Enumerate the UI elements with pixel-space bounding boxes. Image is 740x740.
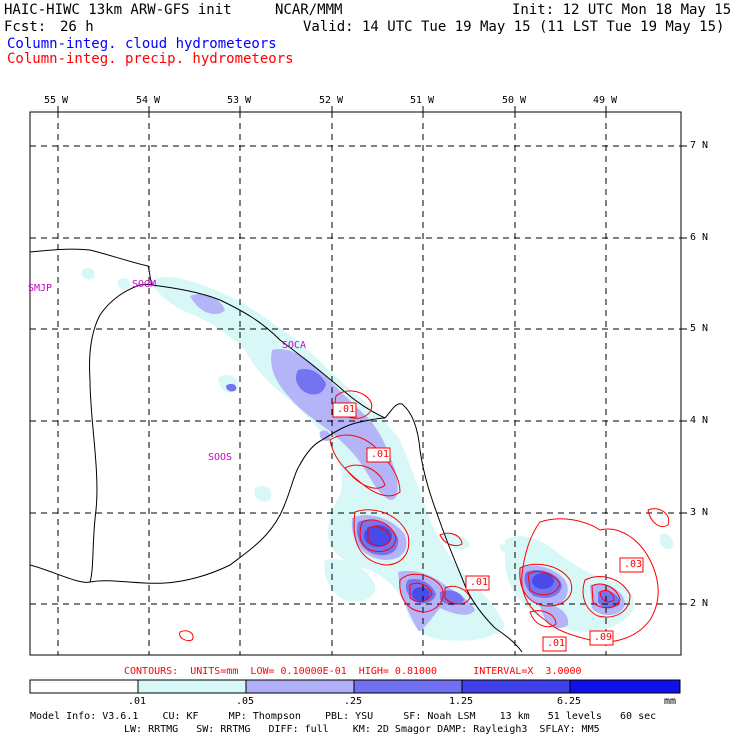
lon-label-51w: 51 W — [410, 95, 435, 106]
init-time: Init: 12 UTC Mon 18 May 15 — [512, 2, 732, 18]
field-precip-legend: Column-integ. precip. hydrometeors — [7, 51, 294, 67]
contour-label: .01 — [470, 577, 489, 588]
contour-label: .09 — [594, 632, 613, 643]
contour-label-boxes — [332, 402, 644, 652]
map-frame — [29, 111, 682, 656]
contour-label: .01 — [547, 638, 566, 649]
colorbar-swatch — [353, 679, 463, 694]
frame-ticks — [57, 106, 687, 605]
lat-lon-grid — [30, 112, 681, 655]
lat-label-7n: 7 N — [690, 140, 709, 151]
lon-label-53w: 53 W — [227, 95, 252, 106]
colorbar-swatch — [29, 679, 139, 694]
station-soca: SOCA — [282, 340, 307, 351]
lat-label-2n: 2 N — [690, 598, 709, 609]
colorbar-swatch — [245, 679, 355, 694]
model-title: HAIC-HIWC 13km ARW-GFS init — [4, 2, 232, 18]
colorbar-tick: 6.25 — [557, 696, 582, 707]
lat-label-5n: 5 N — [690, 323, 709, 334]
precip-contours — [179, 390, 670, 643]
colorbar-unit: mm — [664, 696, 677, 707]
contour-label: .01 — [371, 449, 390, 460]
colorbar-swatch — [569, 679, 681, 694]
colorbar-swatch — [137, 679, 247, 694]
colorbar-tick: .05 — [236, 696, 255, 707]
lat-label-4n: 4 N — [690, 415, 709, 426]
lat-label-3n: 3 N — [690, 507, 709, 518]
field-cloud-legend: Column-integ. cloud hydrometeors — [7, 36, 277, 52]
fcst-label: Fcst: — [4, 19, 47, 35]
lon-label-50w: 50 W — [502, 95, 527, 106]
model-info-line2: LW: RRTMG SW: RRTMG DIFF: full KM: 2D Sm… — [124, 724, 600, 735]
coastline-borders — [30, 248, 523, 653]
colorbar-tick: .25 — [344, 696, 363, 707]
valid-time: Valid: 14 UTC Tue 19 May 15 (11 LST Tue … — [303, 19, 725, 35]
station-sogm: SOGM — [132, 279, 157, 290]
lon-label-55w: 55 W — [44, 95, 69, 106]
contour-label: .01 — [337, 404, 356, 415]
station-smjp: SMJP — [28, 283, 53, 294]
contours-info: CONTOURS: UNITS=mm LOW= 0.10000E-01 HIGH… — [124, 666, 582, 677]
contour-label: .03 — [624, 559, 643, 570]
lat-label-6n: 6 N — [690, 232, 709, 243]
lon-label-49w: 49 W — [593, 95, 618, 106]
colorbar-tick: .01 — [128, 696, 147, 707]
colorbar-swatch — [461, 679, 571, 694]
cloud-shading — [81, 267, 674, 641]
colorbar-tick: 1.25 — [449, 696, 474, 707]
station-soos: SOOS — [208, 452, 233, 463]
fcst-value: 26 h — [60, 19, 94, 35]
model-info-line1: Model Info: V3.6.1 CU: KF MP: Thompson P… — [30, 711, 657, 722]
lon-label-52w: 52 W — [319, 95, 344, 106]
org-label: NCAR/MMM — [275, 2, 343, 18]
colorbar — [29, 679, 681, 694]
lon-label-54w: 54 W — [136, 95, 161, 106]
